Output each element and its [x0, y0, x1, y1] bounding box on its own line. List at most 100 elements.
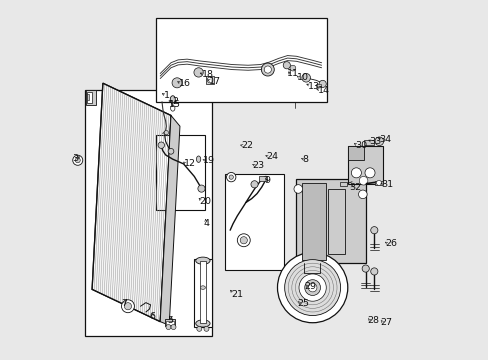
- Circle shape: [376, 180, 381, 185]
- Circle shape: [198, 185, 204, 192]
- Circle shape: [319, 80, 325, 87]
- Text: 2: 2: [172, 97, 178, 106]
- Polygon shape: [160, 116, 180, 325]
- Text: 6: 6: [149, 312, 155, 321]
- Bar: [339, 182, 346, 186]
- Circle shape: [261, 63, 274, 76]
- Circle shape: [364, 168, 374, 178]
- Text: 21: 21: [230, 289, 243, 298]
- Circle shape: [284, 260, 340, 316]
- Bar: [301, 183, 325, 260]
- Circle shape: [250, 181, 258, 188]
- Circle shape: [164, 131, 168, 135]
- Bar: [194, 259, 211, 327]
- Bar: [86, 90, 96, 105]
- Text: 31: 31: [380, 180, 392, 189]
- Circle shape: [277, 252, 347, 323]
- Circle shape: [293, 185, 302, 193]
- Text: 9: 9: [264, 176, 270, 185]
- Bar: [164, 319, 175, 326]
- Circle shape: [237, 234, 250, 247]
- Text: 4: 4: [203, 219, 209, 228]
- Circle shape: [298, 274, 325, 301]
- Circle shape: [351, 168, 361, 178]
- Circle shape: [196, 326, 202, 331]
- Circle shape: [228, 175, 233, 179]
- Circle shape: [172, 78, 182, 88]
- Circle shape: [308, 283, 316, 292]
- Bar: [155, 135, 204, 211]
- Text: 12: 12: [183, 159, 195, 168]
- Circle shape: [264, 66, 271, 73]
- Bar: [85, 90, 212, 336]
- Circle shape: [75, 158, 80, 163]
- Text: 7: 7: [121, 299, 126, 308]
- Circle shape: [158, 142, 164, 148]
- Circle shape: [165, 324, 171, 329]
- Bar: [165, 320, 174, 325]
- Ellipse shape: [170, 105, 175, 111]
- Circle shape: [194, 68, 203, 77]
- Ellipse shape: [196, 156, 201, 162]
- Bar: [327, 189, 344, 253]
- Bar: [206, 76, 214, 84]
- Text: 25: 25: [297, 299, 309, 308]
- Text: 15: 15: [169, 100, 181, 109]
- Bar: [316, 84, 320, 87]
- Bar: [86, 94, 89, 100]
- Circle shape: [124, 303, 131, 310]
- Text: 30: 30: [354, 141, 366, 150]
- Circle shape: [168, 148, 174, 154]
- Bar: [200, 261, 205, 323]
- Text: 24: 24: [266, 152, 278, 161]
- Circle shape: [203, 326, 208, 331]
- Circle shape: [207, 77, 212, 83]
- Text: 17: 17: [208, 77, 220, 86]
- Circle shape: [283, 62, 290, 69]
- Text: 1: 1: [163, 91, 169, 100]
- Text: 20: 20: [199, 197, 211, 206]
- Circle shape: [370, 226, 377, 234]
- Text: 29: 29: [304, 282, 316, 291]
- Ellipse shape: [170, 96, 175, 103]
- Text: 32: 32: [348, 183, 361, 192]
- Circle shape: [73, 155, 82, 165]
- Text: 27: 27: [379, 318, 391, 327]
- Circle shape: [358, 190, 366, 199]
- Text: 22: 22: [241, 141, 252, 150]
- Text: 26: 26: [384, 239, 396, 248]
- Circle shape: [226, 172, 235, 182]
- Text: 13: 13: [308, 82, 320, 91]
- Ellipse shape: [195, 320, 210, 327]
- Circle shape: [359, 176, 367, 185]
- Bar: [348, 146, 363, 160]
- Bar: [363, 140, 373, 145]
- Bar: [258, 176, 266, 181]
- Text: 23: 23: [252, 161, 264, 170]
- Circle shape: [301, 73, 310, 82]
- Ellipse shape: [200, 286, 205, 289]
- Circle shape: [374, 137, 383, 145]
- Text: 28: 28: [366, 316, 378, 325]
- Polygon shape: [92, 83, 171, 321]
- Ellipse shape: [195, 257, 210, 264]
- Text: 19: 19: [203, 156, 215, 165]
- Text: 16: 16: [179, 80, 190, 89]
- Text: 14: 14: [317, 86, 329, 95]
- Text: 11: 11: [286, 69, 298, 78]
- Circle shape: [171, 324, 176, 329]
- Text: 5: 5: [167, 316, 173, 325]
- Text: 3: 3: [72, 154, 79, 163]
- Circle shape: [362, 265, 368, 272]
- Text: 10: 10: [296, 73, 308, 82]
- Text: 33: 33: [368, 137, 381, 146]
- Bar: [296, 179, 366, 263]
- Circle shape: [289, 65, 295, 71]
- Bar: [375, 181, 383, 185]
- Text: 34: 34: [378, 135, 390, 144]
- Text: 18: 18: [201, 71, 213, 80]
- Text: 8: 8: [301, 155, 307, 164]
- Circle shape: [240, 237, 247, 244]
- Circle shape: [304, 280, 320, 296]
- Bar: [87, 92, 92, 103]
